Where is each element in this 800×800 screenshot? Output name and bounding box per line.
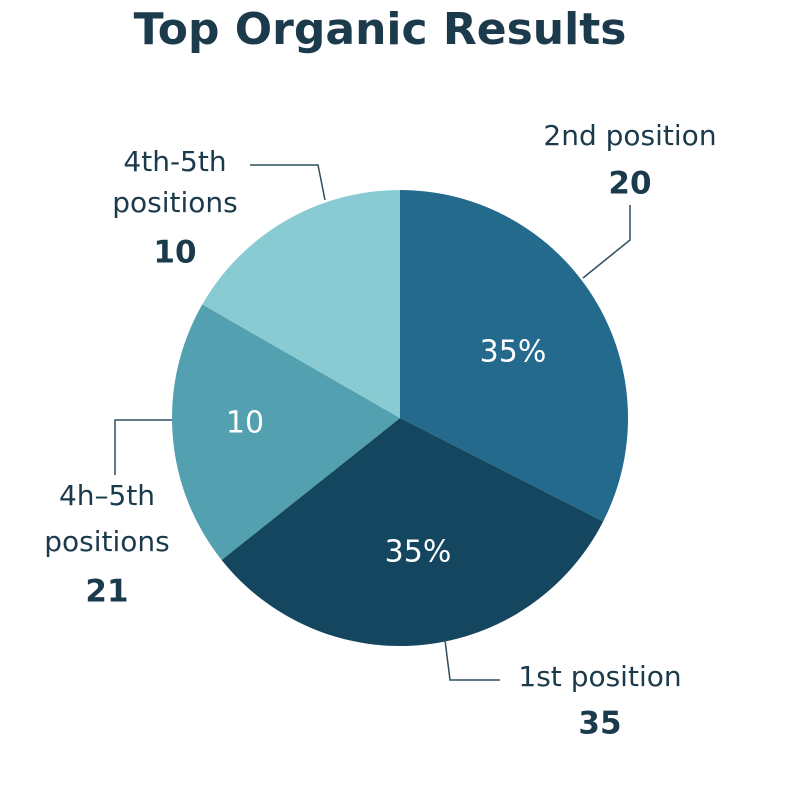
callout-label: 1st position <box>518 660 681 693</box>
slice-label: 35% <box>480 335 547 370</box>
pie-slice <box>202 190 400 418</box>
callout-value: 10 <box>153 235 196 271</box>
leader-line <box>444 639 500 681</box>
pie-slice <box>171 304 400 560</box>
callout-value: 20 <box>608 166 651 202</box>
callout-label: 4th-5th <box>123 145 226 178</box>
callout-value: 21 <box>85 574 128 610</box>
leader-lines <box>114 164 631 681</box>
pie-slice <box>221 418 604 646</box>
leader-line <box>114 419 172 475</box>
callout-label: 4h–5th <box>59 479 155 512</box>
callout-label: 2nd position <box>543 119 716 152</box>
pie-slice <box>400 190 628 522</box>
callout-value: 35 <box>578 706 621 742</box>
chart-title: Top Organic Results <box>134 4 627 55</box>
pie <box>171 190 628 646</box>
slice-label: 10 <box>226 406 264 441</box>
callout-label: positions <box>112 186 238 219</box>
leader-line <box>582 205 631 279</box>
callout-label: positions <box>44 525 170 558</box>
slice-label: 35% <box>385 535 452 570</box>
leader-line <box>250 164 326 201</box>
